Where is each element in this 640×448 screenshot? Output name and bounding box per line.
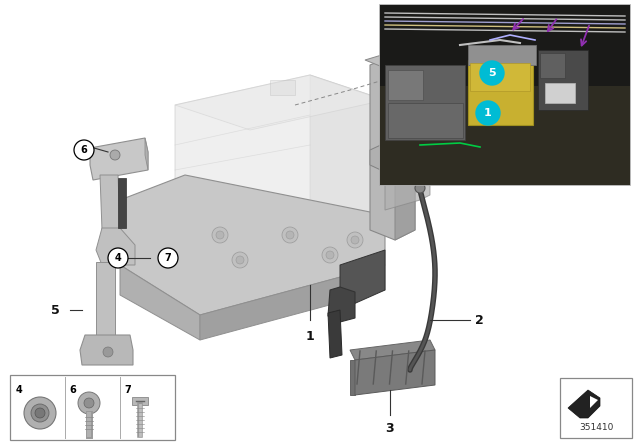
Polygon shape: [328, 287, 355, 322]
Polygon shape: [568, 390, 600, 418]
Bar: [470, 63, 530, 91]
Circle shape: [216, 231, 224, 239]
Bar: [545, 83, 575, 103]
Polygon shape: [350, 340, 435, 360]
Bar: [388, 103, 463, 138]
Polygon shape: [200, 265, 385, 340]
Bar: [540, 53, 565, 78]
Circle shape: [78, 392, 100, 414]
Polygon shape: [370, 143, 400, 172]
Text: 3: 3: [386, 422, 394, 435]
Text: 7: 7: [164, 253, 172, 263]
Polygon shape: [132, 397, 148, 405]
Polygon shape: [100, 175, 120, 230]
Circle shape: [212, 227, 228, 243]
Circle shape: [236, 256, 244, 264]
Polygon shape: [328, 310, 342, 358]
Text: 4: 4: [15, 385, 22, 395]
Polygon shape: [80, 335, 133, 365]
Text: 2: 2: [475, 314, 484, 327]
Bar: [270, 80, 295, 95]
Circle shape: [480, 61, 504, 85]
Circle shape: [286, 231, 294, 239]
Text: 6: 6: [81, 145, 88, 155]
Circle shape: [383, 57, 393, 67]
Text: 6: 6: [70, 385, 76, 395]
Circle shape: [347, 232, 363, 248]
Polygon shape: [370, 55, 415, 240]
Bar: [380, 5, 630, 86]
Circle shape: [103, 347, 113, 357]
Polygon shape: [175, 75, 385, 240]
Circle shape: [31, 404, 49, 422]
Circle shape: [84, 398, 94, 408]
Bar: [380, 5, 630, 185]
Text: 5: 5: [488, 68, 496, 78]
Polygon shape: [590, 396, 598, 408]
Bar: [388, 70, 423, 100]
Polygon shape: [340, 250, 385, 310]
Circle shape: [476, 101, 500, 125]
Circle shape: [110, 150, 120, 160]
Polygon shape: [395, 55, 415, 240]
Polygon shape: [175, 75, 385, 130]
Bar: [118, 178, 126, 228]
Polygon shape: [365, 45, 440, 70]
Bar: [538, 50, 588, 110]
Bar: [560, 378, 632, 438]
Bar: [468, 45, 536, 65]
Text: 7: 7: [125, 385, 131, 395]
Polygon shape: [120, 265, 200, 340]
Circle shape: [74, 140, 94, 160]
Text: 5: 5: [51, 303, 60, 316]
Circle shape: [24, 397, 56, 429]
Bar: [380, 86, 630, 185]
Polygon shape: [385, 162, 430, 210]
Polygon shape: [310, 75, 385, 240]
Circle shape: [35, 408, 45, 418]
Polygon shape: [96, 228, 135, 265]
Polygon shape: [355, 350, 435, 395]
Polygon shape: [350, 360, 355, 395]
Circle shape: [158, 248, 178, 268]
Circle shape: [415, 183, 425, 193]
Text: 4: 4: [115, 253, 122, 263]
Circle shape: [322, 247, 338, 263]
Polygon shape: [90, 138, 148, 180]
Polygon shape: [145, 138, 148, 170]
Circle shape: [232, 252, 248, 268]
Circle shape: [351, 236, 359, 244]
Text: 1: 1: [306, 330, 314, 343]
Circle shape: [108, 248, 128, 268]
Text: 351410: 351410: [579, 423, 613, 432]
Bar: [468, 60, 533, 125]
Bar: [385, 65, 465, 140]
Circle shape: [384, 96, 392, 104]
Polygon shape: [120, 175, 385, 315]
Circle shape: [282, 227, 298, 243]
Bar: [10, 375, 175, 440]
Circle shape: [382, 152, 394, 164]
Polygon shape: [96, 262, 115, 340]
Text: 1: 1: [484, 108, 492, 118]
Circle shape: [326, 251, 334, 259]
